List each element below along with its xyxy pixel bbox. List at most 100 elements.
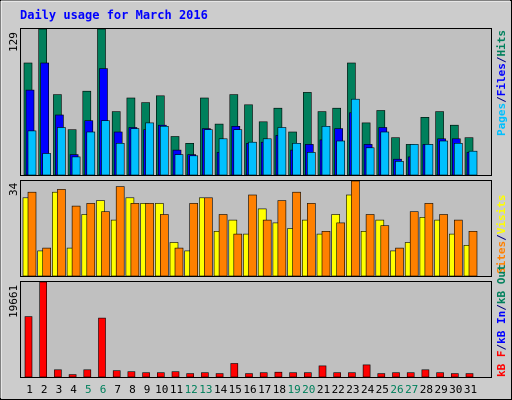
kb-f-bar: [83, 369, 92, 378]
pages-bar: [409, 144, 419, 176]
kb-f-bar: [215, 373, 224, 378]
sites-bar: [351, 180, 360, 277]
pages-bar: [174, 154, 184, 176]
sites-bar: [365, 214, 375, 277]
day-label: 28: [420, 383, 433, 396]
legend-hits: Hits: [495, 30, 508, 57]
pages-bar: [321, 126, 331, 176]
pages-bar: [351, 98, 360, 176]
legend-separator: /: [495, 56, 508, 63]
sites-bar: [233, 233, 243, 277]
kb-f-bar: [24, 316, 33, 378]
legend-sites: Sites: [495, 241, 508, 274]
pages-bar: [42, 153, 52, 176]
sites-bar: [101, 211, 110, 277]
legend-separator: /: [495, 304, 508, 311]
sites-bar: [380, 225, 390, 277]
kb-f-bar: [127, 371, 136, 378]
pages-bar: [57, 127, 66, 176]
pages-bar: [468, 150, 478, 176]
sites-bar: [321, 231, 331, 277]
sites-bar: [248, 194, 257, 277]
legend-visits: Visits: [495, 195, 508, 235]
day-label: 1: [26, 383, 33, 396]
day-label: 8: [129, 383, 136, 396]
day-label: 31: [464, 383, 477, 396]
legend-separator: /: [495, 344, 508, 351]
pages-bar: [248, 141, 257, 176]
kb-f-bar: [333, 372, 342, 378]
kb-f-bar: [54, 369, 62, 378]
kb-f-bar: [465, 373, 474, 378]
legend-kb-in: kB In: [495, 311, 508, 344]
pages-bar: [145, 122, 154, 176]
pages-bar: [27, 130, 37, 176]
day-label: 22: [332, 383, 345, 396]
kb-f-bar: [112, 370, 121, 378]
top-panel-bars: [23, 28, 478, 176]
kb-f-bar: [157, 372, 165, 378]
middle-panel-border: [20, 180, 492, 277]
kb-f-bar: [362, 364, 371, 378]
pages-bar: [101, 120, 110, 176]
pages-bar: [277, 127, 287, 176]
sites-bar: [336, 222, 346, 277]
sites-bar: [145, 203, 154, 277]
pages-bar: [130, 128, 140, 176]
kb-f-bar: [377, 373, 386, 378]
top-panel-border: [20, 28, 492, 176]
bottom-panel-border: [20, 281, 492, 378]
bottom-panel-legend: kB F/kB In/kB Out: [495, 264, 508, 377]
sites-bar: [277, 200, 287, 277]
legend-pages: Pages: [495, 103, 508, 136]
top-panel-scale-label: 129: [7, 32, 20, 52]
sites-bar: [439, 214, 448, 277]
day-label: 11: [170, 383, 183, 396]
legend-kb-out: kB Out: [495, 264, 508, 304]
pages-bar: [292, 143, 301, 176]
kb-f-bar: [39, 281, 48, 378]
pages-bar: [380, 131, 390, 176]
sites-bar: [189, 203, 198, 277]
pages-bar: [160, 126, 169, 176]
day-label: 18: [273, 383, 286, 396]
sites-bar: [204, 197, 213, 277]
kb-f-bar: [392, 372, 400, 378]
pages-bar: [233, 129, 243, 176]
sites-bar: [292, 191, 301, 277]
bottom-panel-bars: [24, 281, 474, 378]
pages-bar: [204, 129, 213, 176]
sites-bar: [424, 203, 434, 277]
day-label: 16: [243, 383, 256, 396]
kb-f-bar: [68, 374, 77, 378]
pages-bar: [424, 144, 434, 176]
day-label: 19: [287, 383, 300, 396]
kb-f-bar: [230, 363, 239, 378]
sites-bar: [42, 247, 52, 277]
bottom-panel-scale-label: 19661: [7, 285, 20, 318]
sites-bar: [468, 231, 478, 277]
day-label: 10: [155, 383, 168, 396]
kb-f-bar: [436, 372, 444, 378]
kb-f-bar: [201, 372, 209, 378]
middle-panel-legend: Sites/Visits: [495, 195, 508, 275]
sites-bar: [57, 189, 66, 277]
pages-bar: [453, 143, 463, 176]
pages-bar: [439, 140, 448, 176]
sites-bar: [27, 191, 37, 277]
pages-bar: [86, 131, 96, 176]
pages-bar: [262, 138, 272, 176]
day-label: 15: [229, 383, 242, 396]
kb-f-bar: [171, 371, 180, 378]
day-label: 24: [361, 383, 375, 396]
day-label: 6: [100, 383, 107, 396]
legend-kb-f: kB F: [495, 351, 508, 378]
kb-f-bar: [142, 372, 150, 378]
sites-bar: [395, 247, 404, 277]
sites-bar: [160, 214, 169, 277]
kb-f-bar: [303, 372, 312, 378]
pages-bar: [336, 140, 346, 176]
kb-f-bar: [421, 369, 430, 378]
